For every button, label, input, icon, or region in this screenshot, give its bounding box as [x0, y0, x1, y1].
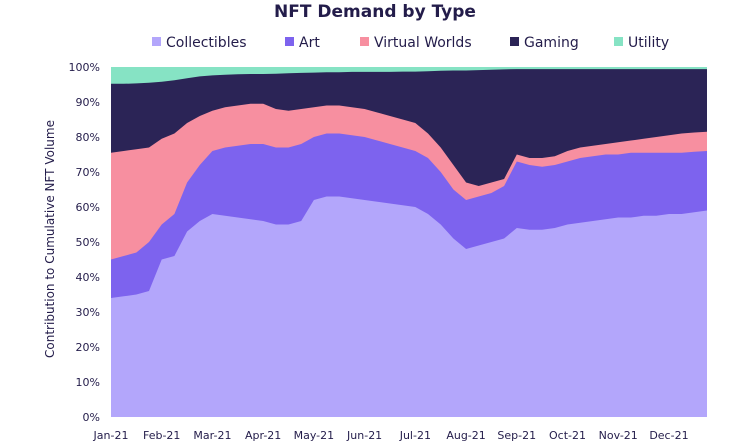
legend-swatch-gaming — [510, 37, 519, 46]
legend-item-utility: Utility — [614, 35, 669, 51]
y-tick-label: 60% — [76, 201, 100, 214]
y-tick-label: 90% — [76, 96, 100, 109]
legend: Collectibles Art Virtual Worlds Gaming U… — [0, 35, 750, 55]
x-tick-label: Jul-21 — [399, 429, 431, 441]
y-tick-label: 20% — [76, 341, 100, 354]
chart-title: NFT Demand by Type — [274, 2, 476, 22]
legend-item-collectibles: Collectibles — [152, 35, 247, 51]
legend-swatch-collectibles — [152, 37, 161, 46]
y-tick-label: 40% — [76, 271, 100, 284]
x-tick-label: Oct-21 — [549, 429, 586, 441]
y-tick-label: 80% — [76, 131, 100, 144]
x-tick-label: Mar-21 — [193, 429, 231, 441]
x-tick-label: Nov-21 — [599, 429, 638, 441]
legend-swatch-art — [285, 37, 294, 46]
y-tick-label: 0% — [83, 411, 100, 424]
x-tick-label: Dec-21 — [649, 429, 688, 441]
x-tick-label: Feb-21 — [143, 429, 180, 441]
legend-label-gaming: Gaming — [524, 35, 579, 51]
legend-swatch-virtual-worlds — [360, 37, 369, 46]
x-tick-label: Aug-21 — [446, 429, 485, 441]
area-collectibles — [111, 196, 707, 417]
legend-item-gaming: Gaming — [510, 35, 579, 51]
y-tick-labels: 0% 10% 20% 30% 40% 50% 60% 70% 80% 90% 100% — [69, 61, 100, 424]
y-tick-label: 10% — [76, 376, 100, 389]
x-tick-label: Apr-21 — [245, 429, 281, 441]
legend-swatch-utility — [614, 37, 623, 46]
area-layers — [111, 67, 707, 418]
y-tick-label: 30% — [76, 306, 100, 319]
legend-label-art: Art — [299, 35, 320, 51]
legend-label-collectibles: Collectibles — [166, 35, 247, 51]
x-tick-label: Sep-21 — [497, 429, 536, 441]
legend-label-utility: Utility — [628, 35, 670, 51]
y-tick-label: 70% — [76, 166, 100, 179]
y-tick-label: 50% — [76, 236, 100, 249]
x-tick-label: May-21 — [294, 429, 335, 441]
legend-label-virtual-worlds: Virtual Worlds — [374, 35, 472, 51]
x-tick-labels: Jan-21 Feb-21 Mar-21 Apr-21 May-21 Jun-21 Jul-… — [93, 429, 689, 441]
y-tick-label: 100% — [69, 61, 100, 74]
legend-item-virtual-worlds: Virtual Worlds — [360, 35, 472, 51]
x-tick-label: Jun-21 — [346, 429, 382, 441]
x-tick-label: Jan-21 — [93, 429, 129, 441]
legend-item-art: Art — [285, 35, 320, 51]
